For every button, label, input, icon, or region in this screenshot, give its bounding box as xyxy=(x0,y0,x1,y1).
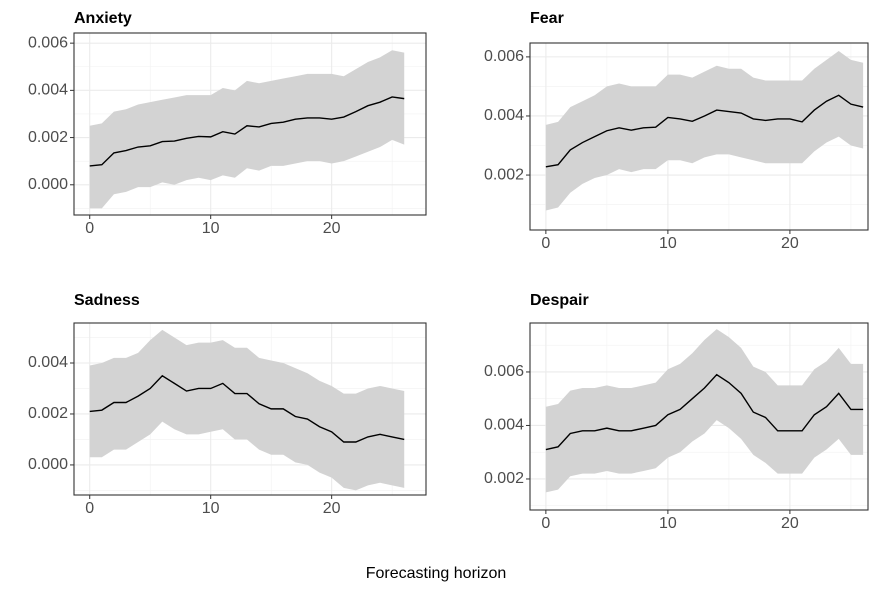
plot-area xyxy=(530,43,868,230)
x-tick-label: 10 xyxy=(202,500,220,517)
x-axis-label: Forecasting horizon xyxy=(366,565,507,582)
x-tick-label: 20 xyxy=(323,500,341,517)
panel-title: Anxiety xyxy=(74,10,132,27)
y-tick-label: 0.004 xyxy=(28,82,68,99)
line xyxy=(89,96,405,167)
x-tick-label: 0 xyxy=(85,220,94,237)
y-tick-label: 0.004 xyxy=(28,354,68,371)
y-tick-label: 0.004 xyxy=(484,417,524,434)
plot-area xyxy=(74,33,426,215)
panel-border xyxy=(529,42,869,231)
x-tick-label: 20 xyxy=(781,515,799,532)
x-tick-label: 10 xyxy=(202,220,220,237)
x-tick-label: 0 xyxy=(541,235,550,252)
x-tick-label: 10 xyxy=(659,515,677,532)
y-tick-label: 0.002 xyxy=(28,129,68,146)
line xyxy=(89,374,405,443)
plot-area xyxy=(74,323,426,495)
x-tick-label: 0 xyxy=(541,515,550,532)
panel-title: Fear xyxy=(530,10,564,27)
y-tick-label: 0.002 xyxy=(28,405,68,422)
panel-border xyxy=(529,322,869,511)
x-tick-label: 20 xyxy=(781,235,799,252)
panel-border xyxy=(73,322,427,496)
confidence-band xyxy=(545,329,864,493)
confidence-band xyxy=(89,50,405,209)
x-tick-label: 20 xyxy=(323,220,341,237)
confidence-band xyxy=(89,329,405,491)
panel-title: Sadness xyxy=(74,292,140,309)
panel-title: Despair xyxy=(530,292,589,309)
line xyxy=(545,94,864,168)
y-tick-label: 0.006 xyxy=(484,363,524,380)
y-tick-label: 0.002 xyxy=(484,470,524,487)
y-tick-label: 0.004 xyxy=(484,107,524,124)
y-tick-label: 0.000 xyxy=(28,176,68,193)
y-tick-label: 0.006 xyxy=(28,34,68,51)
plot-area xyxy=(530,323,868,510)
panel-border xyxy=(73,32,427,216)
x-tick-label: 0 xyxy=(85,500,94,517)
y-tick-label: 0.006 xyxy=(484,48,524,65)
y-tick-label: 0.002 xyxy=(484,166,524,183)
y-tick-label: 0.000 xyxy=(28,456,68,473)
confidence-band xyxy=(545,50,864,211)
line xyxy=(545,373,864,451)
x-tick-label: 10 xyxy=(659,235,677,252)
